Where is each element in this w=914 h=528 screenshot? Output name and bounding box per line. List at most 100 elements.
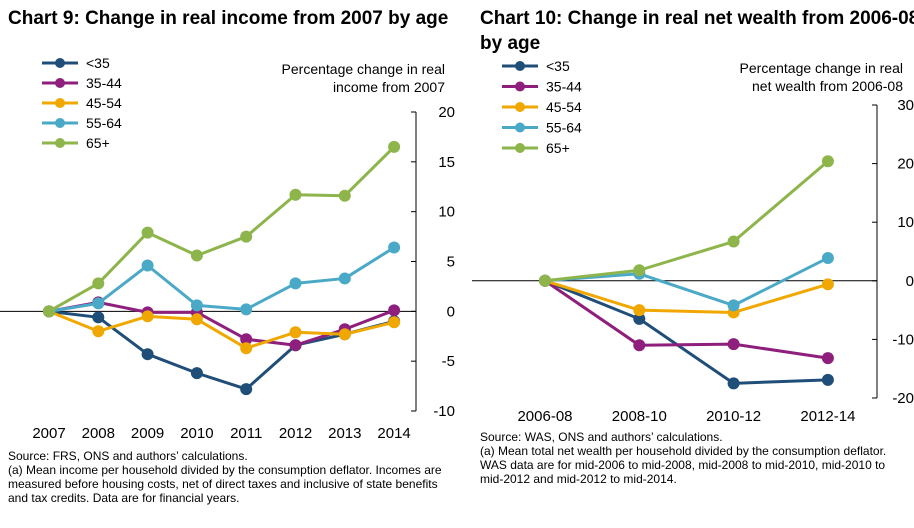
source-note: Source: FRS, ONS and authors’ calculatio…	[8, 449, 248, 463]
data-point	[633, 264, 646, 277]
legend-label: 35-44	[86, 75, 122, 91]
x-tick-label: 2013	[328, 425, 361, 442]
data-point	[338, 328, 351, 341]
series-line	[48, 309, 395, 350]
x-tick-label: 2012-14	[800, 408, 855, 425]
legend-label: 65+	[546, 140, 570, 156]
data-point	[821, 155, 834, 168]
x-tick-label: 2012	[279, 425, 312, 442]
x-tick-label: 2006-08	[517, 408, 572, 425]
series-line	[48, 309, 395, 391]
y-tick-label: -5	[442, 353, 455, 370]
x-tick-label: 2007	[32, 425, 65, 442]
y-axis-title: Percentage change in real	[282, 61, 445, 77]
x-tick-label: 2010	[180, 425, 213, 442]
y-tick-label: 20	[897, 156, 914, 173]
data-point	[821, 352, 834, 365]
chart-10-plot: -20 -10 0 10 20 30 2006-08 2008-10 2010-12 2012-1…	[472, 58, 914, 425]
data-point	[92, 325, 105, 338]
data-point	[240, 230, 253, 243]
chart-9-plot: -10 -5 0 5 10 15 20 2007 2008 2009 2010 2011 2012 201…	[0, 55, 455, 442]
y-tick-label: -20	[892, 390, 914, 407]
x-tick-label: 2008	[82, 425, 115, 442]
chart-title: Chart 9: Change in real income from 2007…	[8, 8, 449, 29]
y-axis-title: Percentage change in real	[740, 60, 903, 76]
data-point	[240, 333, 253, 346]
chart-notes: Source: FRS, ONS and authors’ calculatio…	[8, 449, 448, 505]
data-point	[141, 259, 154, 272]
y-tick-label: 20	[438, 104, 455, 121]
data-point	[727, 338, 740, 351]
legend-swatch-marker	[515, 102, 525, 112]
legend-swatch-marker	[55, 78, 65, 88]
chart-9-panel: Chart 9: Change in real income from 2007…	[0, 8, 455, 505]
series-line	[544, 256, 829, 307]
series-line	[48, 246, 395, 313]
y-tick-label: 5	[447, 254, 455, 271]
source-note: Source: WAS, ONS and authors’ calculatio…	[480, 430, 723, 444]
legend-swatch-marker	[55, 138, 65, 148]
data-point	[240, 383, 253, 396]
data-point	[190, 367, 203, 380]
chart-10-panel: Chart 10: Change in real net wealth from…	[472, 0, 914, 528]
data-point	[338, 189, 351, 202]
legend-swatch-marker	[515, 122, 525, 133]
data-point	[727, 377, 740, 390]
data-point	[388, 140, 401, 153]
legend-swatch-marker	[515, 143, 525, 153]
legend-swatch-marker	[55, 98, 65, 108]
chart-title: Chart 10: Change in real net wealth from…	[480, 8, 914, 54]
data-point	[190, 249, 203, 262]
data-point	[821, 373, 834, 386]
data-point	[289, 326, 302, 339]
x-tick-label: 2008-10	[612, 408, 667, 425]
data-point	[92, 297, 105, 310]
data-point	[539, 274, 551, 287]
series-line	[544, 279, 829, 360]
data-point	[240, 303, 253, 316]
data-point	[821, 278, 834, 291]
legend-label: 55-64	[546, 120, 582, 136]
x-tick-label: 2011	[230, 425, 262, 442]
series-line	[544, 279, 829, 314]
data-point	[190, 313, 203, 326]
data-point	[289, 277, 302, 290]
y-tick-label: 30	[897, 97, 914, 114]
data-point	[633, 304, 646, 317]
y-tick-label: 0	[906, 273, 914, 290]
y-tick-label: 15	[438, 154, 455, 171]
data-point	[141, 226, 154, 239]
data-point	[633, 312, 646, 325]
data-point	[727, 299, 740, 312]
data-point	[727, 235, 740, 248]
series-line	[544, 279, 828, 385]
data-point	[821, 251, 834, 264]
data-point	[633, 339, 646, 352]
y-axis-title: income from 2007	[333, 79, 445, 95]
legend-label: 45-54	[86, 95, 122, 111]
x-tick-label: 2009	[131, 425, 164, 442]
chart-notes: Source: WAS, ONS and authors’ calculatio…	[480, 430, 910, 486]
legend-swatch-marker	[55, 58, 65, 68]
data-point	[141, 310, 154, 323]
legend-swatch-marker	[515, 81, 525, 92]
data-point	[190, 299, 203, 312]
legend-label: 65+	[86, 135, 110, 151]
y-tick-label: 10	[438, 204, 455, 221]
data-point	[92, 311, 105, 324]
data-point	[141, 348, 154, 361]
series-line	[48, 300, 395, 347]
data-point	[43, 305, 55, 318]
data-point	[388, 304, 401, 317]
legend-label: <35	[546, 58, 570, 74]
legend-swatch-marker	[515, 61, 525, 71]
legend-label: 45-54	[546, 99, 582, 115]
x-tick-label: 2010-12	[706, 408, 761, 425]
legend-swatch-marker	[55, 118, 65, 128]
legend-label: 55-64	[86, 115, 122, 131]
data-point	[289, 339, 302, 352]
y-tick-label: -10	[892, 331, 914, 348]
data-point	[388, 316, 401, 329]
legend-label: <35	[86, 55, 110, 71]
y-tick-label: -10	[433, 403, 455, 420]
